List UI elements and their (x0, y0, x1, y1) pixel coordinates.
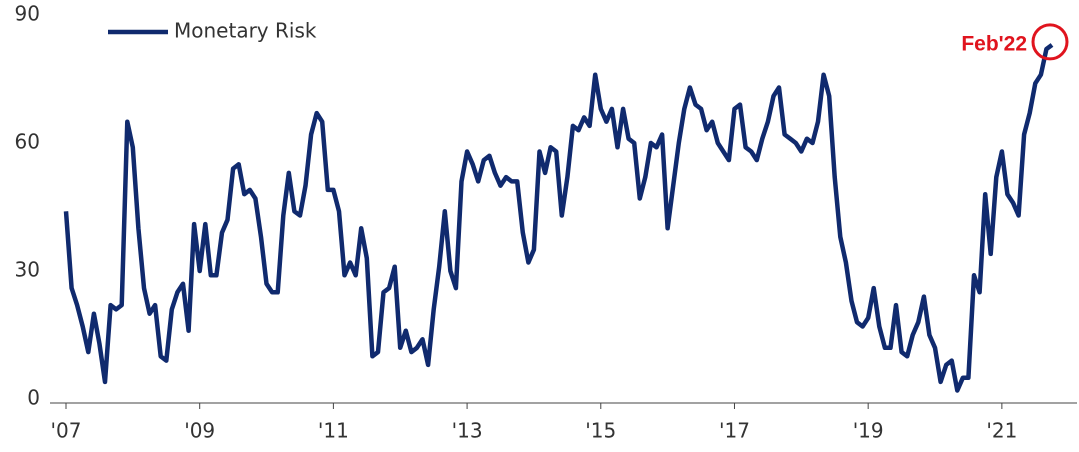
x-tick-label: '11 (318, 419, 349, 443)
annotation: Feb'22 (961, 32, 1027, 55)
legend-label: Monetary Risk (174, 19, 317, 43)
line (63, 43, 1054, 393)
y-tick-label: 0 (27, 386, 40, 410)
x-tick-label: '15 (585, 419, 616, 443)
x-tick-label: '19 (853, 419, 884, 443)
annotation-circle (1031, 23, 1069, 61)
y-tick-label: 30 (15, 258, 40, 282)
x-tick-label: '09 (184, 419, 215, 443)
x-tick-label: '13 (452, 419, 483, 443)
x-tick-label: '07 (51, 419, 82, 443)
y-tick-label: 60 (15, 130, 40, 154)
x-tick-label: '21 (986, 419, 1017, 443)
x-tick-label: '17 (719, 419, 750, 443)
y-tick-label: 90 (15, 2, 40, 26)
